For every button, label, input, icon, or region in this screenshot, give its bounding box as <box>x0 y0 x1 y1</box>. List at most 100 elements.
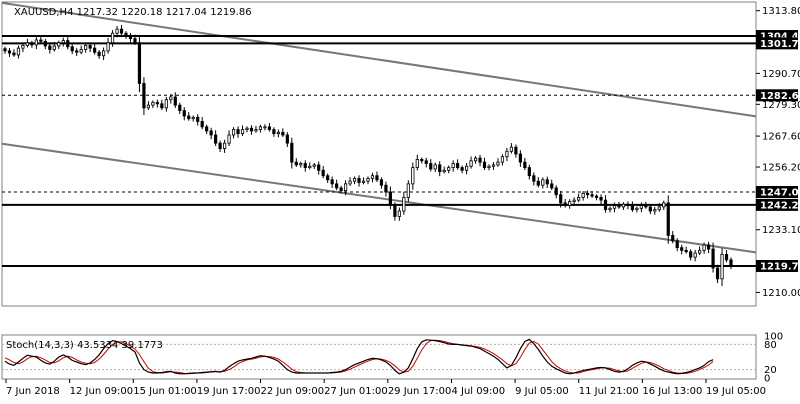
time-tick-label: 4 Jul 09:00 <box>451 386 505 397</box>
candle-body <box>30 42 34 46</box>
candle-body <box>473 157 478 162</box>
candle <box>563 198 567 208</box>
candle-body <box>693 252 697 258</box>
level-badge: 1247.00 <box>756 186 800 199</box>
candle <box>267 122 272 132</box>
time-tick-label: 11 Jul 21:00 <box>579 386 639 397</box>
candle-body <box>214 134 218 144</box>
candle <box>473 156 478 164</box>
candle <box>572 197 576 206</box>
candle-body <box>536 180 540 186</box>
candle <box>169 94 173 104</box>
level-badge-label: 1282.63 <box>760 91 800 102</box>
candle <box>52 41 56 52</box>
candle-body <box>379 179 384 186</box>
candle-body <box>563 202 567 206</box>
candle <box>70 44 74 55</box>
candle <box>182 107 186 121</box>
candle-body <box>527 167 531 177</box>
candle-body <box>361 180 366 183</box>
time-axis: 7 Jun 2018 12 Jun 09:00 15 Jun 01:00 19 Jun… <box>5 379 766 397</box>
stoch-tick-label: 100 <box>764 332 783 343</box>
candle <box>348 177 352 186</box>
candle <box>693 249 697 262</box>
candle <box>406 180 410 203</box>
candle-body <box>630 205 635 211</box>
candle-body <box>469 160 473 167</box>
candle <box>388 186 393 210</box>
candle <box>352 176 357 185</box>
candle <box>536 177 540 188</box>
candle <box>442 166 446 174</box>
candle-body <box>187 115 191 120</box>
candle <box>680 244 684 255</box>
candle-body <box>568 201 572 206</box>
candle-body <box>671 235 675 242</box>
candle-body <box>272 129 276 135</box>
candle <box>343 180 348 196</box>
candle-body <box>720 254 724 280</box>
candle-body <box>12 52 16 56</box>
candle-body <box>635 207 639 211</box>
candle <box>173 92 177 108</box>
candle-body <box>343 183 348 192</box>
candle <box>110 30 115 47</box>
candle-body <box>603 199 608 211</box>
candle <box>240 125 245 136</box>
candle <box>34 36 38 50</box>
candle-body <box>3 48 7 52</box>
candle <box>590 190 594 198</box>
candle-body <box>276 131 280 135</box>
candle <box>3 46 7 54</box>
candle <box>321 165 325 179</box>
stoch-tick-label: 0 <box>764 374 770 385</box>
candle-body <box>532 175 536 182</box>
candle <box>245 126 249 133</box>
level-badge-bg <box>756 37 798 50</box>
candle <box>720 248 724 287</box>
candle-body <box>16 47 21 56</box>
candle-body <box>160 103 164 109</box>
candle <box>568 199 572 209</box>
time-tick-label: 7 Jun 2018 <box>6 386 60 397</box>
candle <box>527 164 531 180</box>
candle-body <box>585 192 590 196</box>
candle-body <box>200 121 204 128</box>
time-tick-label: 12 Jun 09:00 <box>70 386 134 397</box>
trend-lines <box>1 1 757 254</box>
level-badge: 1301.77 <box>756 37 800 50</box>
candle-body <box>169 96 173 101</box>
candle-body <box>366 178 370 182</box>
level-badge: 1242.25 <box>756 198 800 211</box>
candle-body <box>7 50 12 54</box>
level-badge: 1282.63 <box>756 89 800 102</box>
candle <box>411 162 415 190</box>
candle-body <box>370 175 375 179</box>
candle-body <box>191 116 195 120</box>
candle-body <box>128 35 133 40</box>
candle-body <box>245 127 249 130</box>
candle-body <box>706 244 711 250</box>
candle <box>249 125 254 135</box>
candle-body <box>420 159 424 162</box>
candle <box>178 102 182 114</box>
candle <box>218 140 222 152</box>
candle-body <box>182 110 186 117</box>
candle-body <box>608 207 612 211</box>
candle-body <box>487 165 491 168</box>
candle-body <box>178 104 182 111</box>
candle-body <box>151 102 155 106</box>
candle-body <box>173 96 177 106</box>
candle-body <box>97 51 101 57</box>
candle <box>384 181 388 197</box>
candle <box>361 177 366 185</box>
trend-line-1 <box>1 1 757 118</box>
candle <box>101 47 106 61</box>
candle-body <box>464 165 469 171</box>
candle <box>559 190 563 208</box>
candle-body <box>612 205 617 209</box>
candle <box>599 194 603 205</box>
candle-body <box>48 45 52 50</box>
candle-body <box>66 40 70 48</box>
